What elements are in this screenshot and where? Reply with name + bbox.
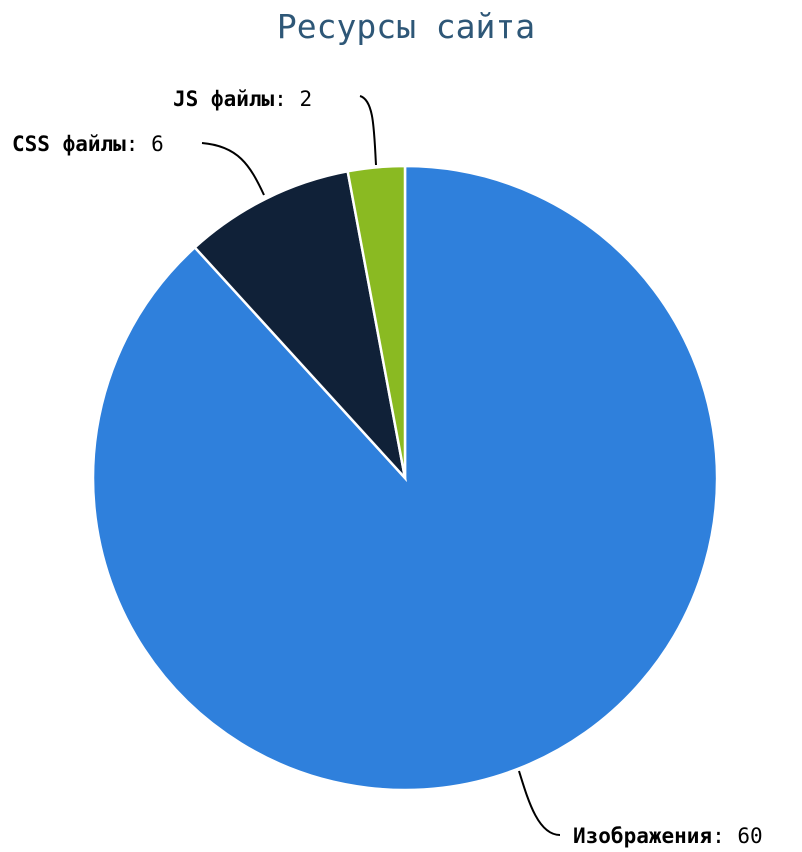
- slice-label-value: 6: [151, 132, 164, 156]
- slice-label-name: Изображения: [573, 824, 712, 848]
- slice-leader-line: [201, 142, 265, 196]
- pie-slice-2: [193, 169, 408, 483]
- slice-label: CSS файлы: 6: [12, 132, 164, 156]
- slice-label-separator: :: [274, 87, 299, 111]
- slice-label-value: 2: [299, 87, 312, 111]
- slice-leader-line: [359, 95, 377, 166]
- slice-label-value: 60: [737, 824, 762, 848]
- pie-slices: [91, 164, 719, 792]
- slice-label: Изображения: 60: [573, 824, 763, 848]
- slice-label-separator: :: [126, 132, 151, 156]
- pie-slice-3: [346, 164, 407, 479]
- slice-labels: Изображения: 60 CSS файлы: 6 JS файлы: 2: [12, 87, 763, 848]
- slice-label-name: CSS файлы: [12, 132, 126, 156]
- slice-label: JS файлы: 2: [173, 87, 312, 111]
- slice-label-separator: :: [712, 824, 737, 848]
- slice-leader-line: [518, 770, 561, 836]
- slice-label-name: JS файлы: [173, 87, 275, 111]
- chart-title: Ресурсы сайта: [277, 7, 535, 46]
